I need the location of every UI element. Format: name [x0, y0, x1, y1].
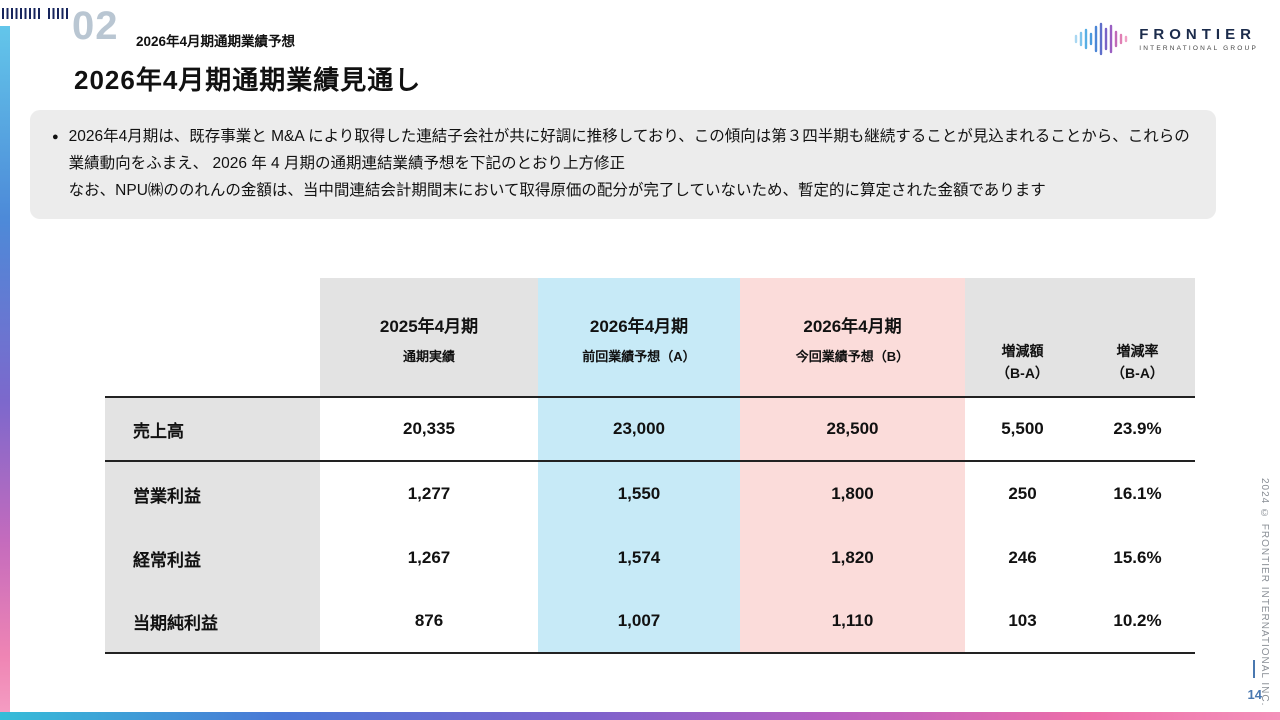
note-paragraph-1: 2026年4月期は、既存事業と M&A により取得した連結子会社が共に好調に推移… — [68, 128, 1190, 172]
value-change-rate: 23.9% — [1113, 419, 1162, 438]
value-fy2025: 1,267 — [407, 548, 451, 567]
header-fy2026-previous-forecast: 2026年4月期 前回業績予想（A） — [538, 278, 740, 396]
value-change-amount: 103 — [1008, 611, 1037, 630]
logo-text: FRONTIER INTERNATIONAL GROUP — [1139, 26, 1258, 52]
row-label: 当期純利益 — [105, 590, 320, 652]
value-revised-forecast: 1,800 — [740, 462, 965, 526]
value-change-rate: 16.1% — [1113, 484, 1162, 503]
company-logo: FRONTIER INTERNATIONAL GROUP — [1073, 22, 1258, 56]
table-row-operating-profit: 営業利益 1,277 1,550 1,800 250 16.1% — [105, 462, 1195, 526]
summary-note-text: 2026年4月期は、既存事業と M&A により取得した連結子会社が共に好調に推移… — [69, 123, 1190, 204]
table-row-net-income: 当期純利益 876 1,007 1,110 103 10.2% — [105, 590, 1195, 654]
row-label: 営業利益 — [105, 462, 320, 526]
row-label: 売上高 — [105, 398, 320, 460]
section-label: 2026年4月期通期業績予想 — [136, 34, 296, 49]
value-previous-forecast: 1,550 — [538, 462, 740, 526]
value-fy2025: 876 — [414, 611, 444, 630]
header-change-amount: 増減額 （B-A） — [965, 278, 1080, 396]
page-number: 14 — [1247, 687, 1262, 702]
logo-brand: FRONTIER — [1139, 26, 1256, 43]
row-label: 経常利益 — [105, 526, 320, 590]
copyright-text: 2024 © FRONTIER INTERNATIONAL INC. — [1259, 478, 1270, 707]
value-fy2025: 1,277 — [407, 484, 451, 503]
header-fy2025-actual: 2025年4月期 通期実績 — [320, 278, 538, 396]
table-row-net-sales: 売上高 20,335 23,000 28,500 5,500 23.9% — [105, 398, 1195, 462]
value-previous-forecast: 1,574 — [538, 526, 740, 590]
bullet-icon: ● — [52, 131, 59, 143]
summary-note-box: ● 2026年4月期は、既存事業と M&A により取得した連結子会社が共に好調に… — [30, 110, 1216, 219]
header-fy2026-revised-forecast: 2026年4月期 今回業績予想（B） — [740, 278, 965, 396]
page-number-divider — [1253, 660, 1255, 678]
table-header-row: 2025年4月期 通期実績 2026年4月期 前回業績予想（A） 2026年4月… — [105, 278, 1195, 398]
header-change-rate: 増減率 （B-A） — [1080, 278, 1195, 396]
barcode-stripes-icon — [2, 8, 42, 19]
page-title: 2026年4月期通期業績見通し — [74, 65, 422, 95]
left-gradient-bar — [0, 26, 10, 712]
barcode-stripes-icon — [48, 8, 70, 19]
logo-subtitle: INTERNATIONAL GROUP — [1139, 45, 1258, 52]
note-paragraph-2: なお、NPU㈱ののれんの金額は、当中間連結会計期間末において取得原価の配分が完了… — [68, 182, 1046, 199]
waveform-icon — [1075, 22, 1128, 56]
value-revised-forecast: 1,820 — [740, 526, 965, 590]
value-change-amount: 5,500 — [1001, 419, 1044, 438]
value-revised-forecast: 28,500 — [740, 398, 965, 460]
value-change-rate: 10.2% — [1113, 611, 1162, 630]
header-spacer — [105, 278, 320, 396]
table-row-ordinary-profit: 経常利益 1,267 1,574 1,820 246 15.6% — [105, 526, 1195, 590]
bottom-gradient-bar — [0, 712, 1280, 720]
financial-forecast-table: 2025年4月期 通期実績 2026年4月期 前回業績予想（A） 2026年4月… — [105, 278, 1195, 654]
value-change-rate: 15.6% — [1113, 548, 1162, 567]
value-previous-forecast: 1,007 — [538, 590, 740, 652]
value-revised-forecast: 1,110 — [740, 590, 965, 652]
value-previous-forecast: 23,000 — [538, 398, 740, 460]
section-number: 02 — [72, 4, 119, 48]
value-change-amount: 250 — [1008, 484, 1037, 503]
value-change-amount: 246 — [1008, 548, 1037, 567]
value-fy2025: 20,335 — [403, 419, 455, 438]
